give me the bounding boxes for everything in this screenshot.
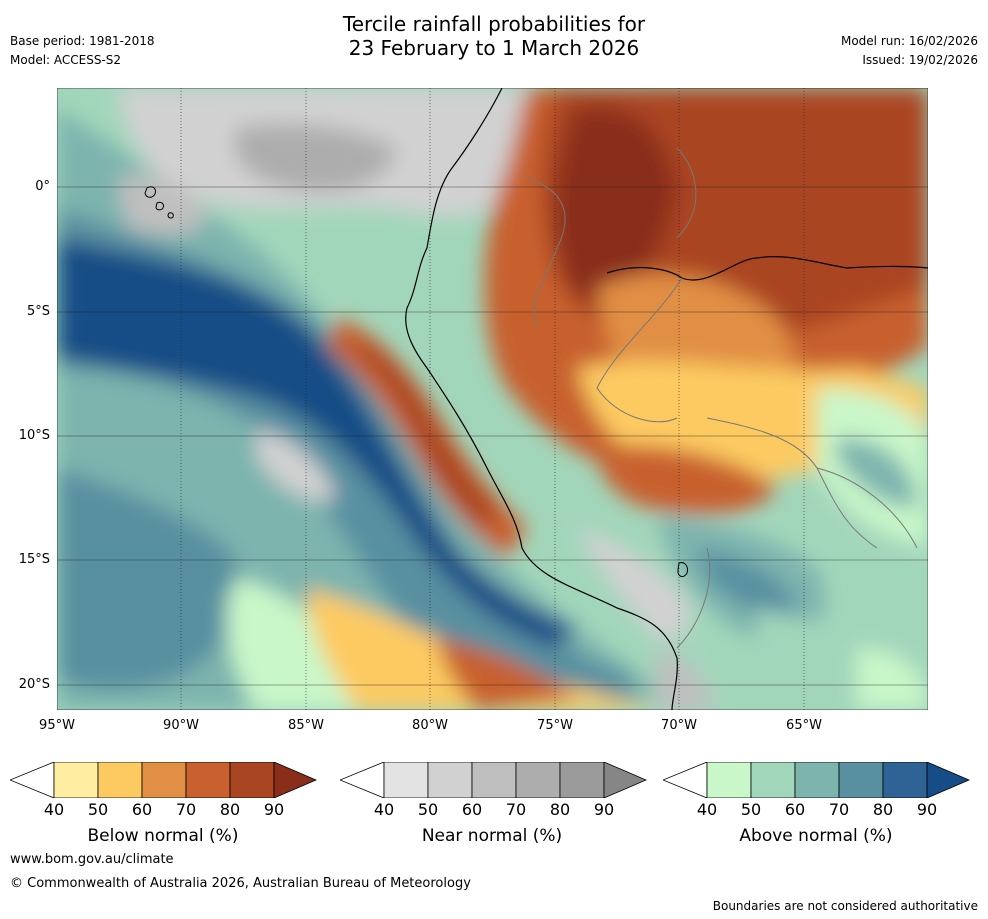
footer-note: Boundaries are not considered authoritat…	[712, 899, 978, 913]
colorbar-below-tick: 60	[131, 800, 153, 819]
colorbar-above-swatch	[882, 762, 928, 798]
map-title: Tercile rainfall probabilities for 23 Fe…	[0, 12, 988, 60]
colorbar-above-swatch	[706, 762, 752, 798]
model-name: Model: ACCESS-S2	[10, 53, 122, 67]
colorbar-near-tick: 50	[417, 800, 439, 819]
colorbar-near-tick: 70	[505, 800, 527, 819]
lat-label-20s: 20°S	[18, 677, 50, 692]
above-patch-sw	[57, 468, 241, 690]
colorbar-below-title: Below normal (%)	[87, 826, 239, 846]
colorbar-above-tick: 50	[740, 800, 762, 819]
colorbar-near-swatch	[559, 762, 605, 798]
colorbar-near-swatch	[383, 762, 429, 798]
below-south-coast	[307, 588, 657, 710]
colorbar-near-swatch	[471, 762, 517, 798]
colorbar-near	[340, 762, 648, 798]
country-borders	[526, 147, 918, 649]
issued-date: Issued: 19/02/2026	[862, 53, 978, 67]
lat-label-10s: 10°S	[18, 428, 50, 443]
title-line-2: 23 February to 1 March 2026	[348, 36, 640, 60]
colorbar-above-swatch	[838, 762, 884, 798]
lat-label-0: 0°	[35, 179, 50, 194]
colorbar-near-tick: 40	[373, 800, 395, 819]
below-amazon-core	[554, 106, 677, 300]
lon-label-80w: 80°W	[412, 718, 448, 733]
title-line-1: Tercile rainfall probabilities for	[342, 12, 646, 36]
colorbar-below-tick: 70	[175, 800, 197, 819]
colorbar-near-tick: 90	[593, 800, 615, 819]
colorbar-below-swatch	[185, 762, 231, 798]
model-run: Model run: 16/02/2026	[840, 34, 978, 48]
colorbar-below-tick: 90	[263, 800, 285, 819]
coastline	[405, 88, 678, 710]
colorbar-above-tick: 40	[696, 800, 718, 819]
above-east-dark	[697, 548, 797, 617]
colorbar-below-swatch	[229, 762, 275, 798]
galapagos-islands	[144, 186, 174, 219]
lake-titicaca	[677, 562, 688, 578]
colorbar-above-swatch	[750, 762, 796, 798]
colorbar-below-tick: 40	[43, 800, 65, 819]
below-mid-band	[597, 445, 777, 514]
lon-label-95w: 95°W	[39, 718, 75, 733]
near-ocean-patch	[257, 428, 337, 501]
colorbar-above	[663, 762, 971, 798]
colorbar-below-swatch	[97, 762, 143, 798]
lon-label-85w: 85°W	[288, 718, 324, 733]
colorbar-near-swatch	[427, 762, 473, 798]
colorbar-below-swatch	[53, 762, 99, 798]
near-north-core	[234, 124, 397, 192]
colorbar-above-tick: 90	[916, 800, 938, 819]
above-far-east-dark	[837, 438, 917, 508]
meta-left: Base period: 1981-2018 Model: ACCESS-S2	[10, 32, 155, 70]
near-galapagos	[117, 175, 207, 235]
meta-right: Model run: 16/02/2026 Issued: 19/02/2026	[841, 32, 978, 70]
above-90-core	[57, 238, 577, 648]
colorbar-above-title: Above normal (%)	[739, 826, 893, 846]
colorbar-above-swatch	[794, 762, 840, 798]
probability-map	[57, 88, 928, 710]
lat-label-5s: 5°S	[26, 304, 50, 319]
gridlines	[57, 88, 928, 710]
lon-label-70w: 70°W	[661, 718, 697, 733]
colorbar-near-title: Near normal (%)	[421, 826, 563, 846]
below-peru-core	[357, 338, 497, 528]
colorbar-above-tick: 60	[784, 800, 806, 819]
colorbar-below	[10, 762, 318, 798]
above-southeast-light	[857, 648, 928, 710]
footer-url[interactable]: www.bom.gov.au/climate	[10, 852, 174, 867]
colorbar-above-tick: 70	[828, 800, 850, 819]
footer-copyright: © Commonwealth of Australia 2026, Austra…	[10, 876, 471, 891]
colorbar-below-swatch	[141, 762, 187, 798]
lon-label-90w: 90°W	[163, 718, 199, 733]
colorbar-below-tick: 50	[87, 800, 109, 819]
near-altiplano	[657, 648, 717, 710]
base-period: Base period: 1981-2018	[10, 34, 155, 48]
lat-label-15s: 15°S	[18, 552, 50, 567]
amazon-river	[606, 256, 928, 281]
below-south-core	[437, 638, 577, 710]
lon-label-65w: 65°W	[786, 718, 822, 733]
colorbar-below-tick: 80	[219, 800, 241, 819]
lon-label-75w: 75°W	[537, 718, 573, 733]
colorbar-near-swatch	[515, 762, 561, 798]
colorbar-near-tick: 60	[461, 800, 483, 819]
near-coastal-south	[577, 528, 690, 641]
colorbar-near-tick: 80	[549, 800, 571, 819]
colorbar-above-tick: 80	[872, 800, 894, 819]
